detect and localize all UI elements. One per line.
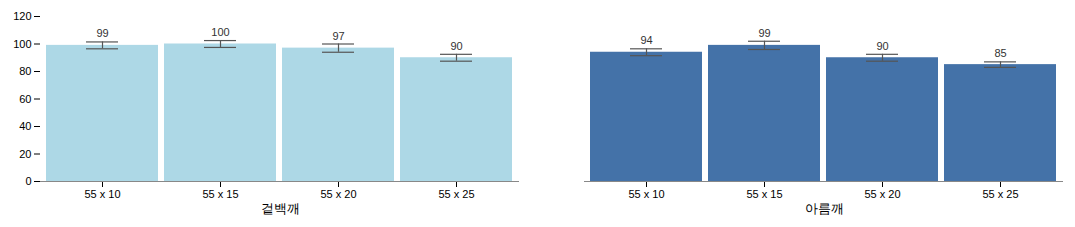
- svg-text:85: 85: [994, 47, 1006, 59]
- svg-text:80: 80: [19, 65, 31, 77]
- svg-text:90: 90: [450, 40, 462, 52]
- svg-text:55 x 15: 55 x 15: [746, 188, 782, 200]
- svg-text:55 x 20: 55 x 20: [864, 188, 900, 200]
- svg-text:55 x 20: 55 x 20: [320, 188, 356, 200]
- svg-text:55 x 25: 55 x 25: [982, 188, 1018, 200]
- svg-text:55 x 15: 55 x 15: [202, 188, 238, 200]
- svg-text:120: 120: [13, 10, 31, 22]
- svg-text:겉백깨: 겉백깨: [261, 201, 300, 216]
- svg-text:94: 94: [640, 34, 652, 46]
- svg-text:90: 90: [876, 40, 888, 52]
- svg-text:55 x 25: 55 x 25: [438, 188, 474, 200]
- svg-text:55 x 10: 55 x 10: [84, 188, 120, 200]
- svg-text:100: 100: [13, 38, 31, 50]
- svg-text:55 x 10: 55 x 10: [628, 188, 664, 200]
- svg-text:60: 60: [19, 93, 31, 105]
- svg-text:0: 0: [25, 175, 31, 187]
- svg-text:99: 99: [96, 27, 108, 39]
- svg-text:100: 100: [211, 26, 229, 38]
- svg-text:아름깨: 아름깨: [805, 201, 844, 216]
- svg-text:20: 20: [19, 148, 31, 160]
- svg-text:99: 99: [758, 27, 770, 39]
- svg-text:97: 97: [332, 30, 344, 42]
- svg-text:40: 40: [19, 120, 31, 132]
